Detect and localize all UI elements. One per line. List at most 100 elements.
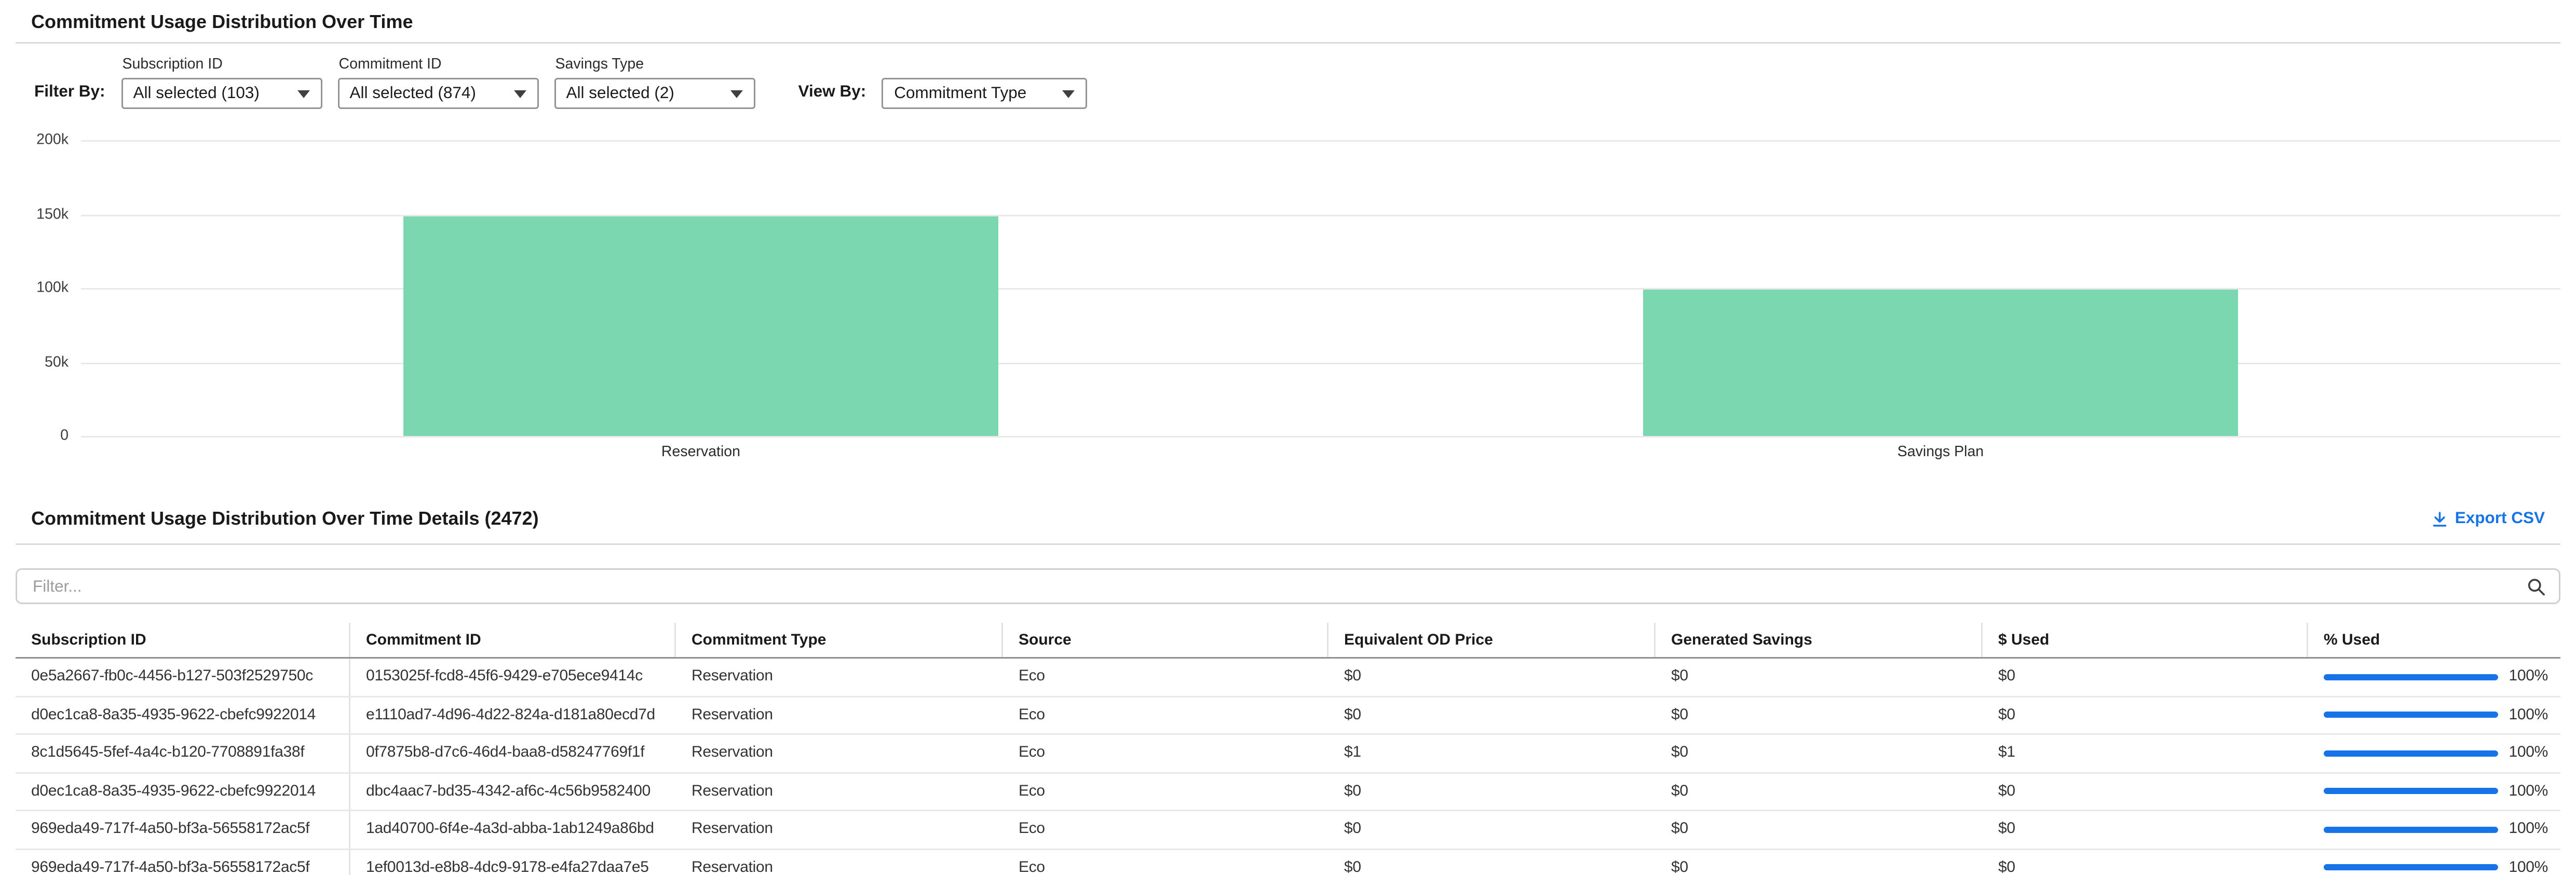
view-by-dropdown-value: Commitment Type — [894, 84, 1027, 103]
table-row[interactable]: 8c1d5645-5fef-4a4c-b120-7708891fa38f 0f7… — [16, 735, 2560, 773]
filter-bar: Filter By: Subscription ID All selected … — [31, 56, 2545, 109]
table-row[interactable]: 0e5a2667-fb0c-4456-b127-503f2529750c 015… — [16, 659, 2560, 697]
cell-equivalent-od-price: $0 — [1344, 668, 1361, 686]
cell-equivalent-od-price: $0 — [1344, 706, 1361, 724]
savings-type-dropdown-value: All selected (2) — [566, 84, 674, 103]
usage-progress-bar — [2324, 864, 2498, 871]
bar-reservation[interactable] — [403, 217, 999, 436]
cell-generated-savings: $0 — [1671, 744, 1688, 762]
col-header-dollar-used[interactable]: $ Used — [1983, 623, 2308, 657]
commitment-id-dropdown[interactable]: All selected (874) — [337, 78, 538, 109]
cell-commitment-id: 1ad40700-6f4e-4a3d-abba-1ab1249a86bd — [366, 821, 654, 838]
y-tick: 200k — [36, 131, 69, 149]
gridline — [81, 288, 2560, 290]
cell-pct-used: 100% — [2308, 659, 2560, 695]
cell-commitment-type: Reservation — [692, 744, 773, 762]
usage-progress-fill — [2324, 864, 2498, 871]
table-row[interactable]: d0ec1ca8-8a35-4935-9622-cbefc9922014 e11… — [16, 696, 2560, 735]
table-header-row: Subscription ID Commitment ID Commitment… — [16, 623, 2560, 659]
download-icon — [2433, 511, 2447, 526]
table-filter — [16, 568, 2560, 604]
cell-commitment-type: Reservation — [692, 706, 773, 724]
cell-subscription-id: d0ec1ca8-8a35-4935-9622-cbefc9922014 — [16, 773, 350, 810]
cell-dollar-used: $0 — [1998, 783, 2015, 800]
col-header-commitment-id[interactable]: Commitment ID — [350, 623, 676, 657]
search-icon — [2528, 578, 2545, 595]
cell-equivalent-od-price: $0 — [1344, 821, 1361, 838]
gridline — [81, 214, 2560, 216]
table-row[interactable]: 969eda49-717f-4a50-bf3a-56558172ac5f 1ad… — [16, 811, 2560, 850]
col-header-generated-savings[interactable]: Generated Savings — [1656, 623, 1983, 657]
chevron-down-icon — [729, 89, 742, 98]
details-title: Commitment Usage Distribution Over Time … — [31, 508, 539, 529]
chevron-down-icon — [1062, 89, 1075, 98]
savings-type-filter: Savings Type All selected (2) — [553, 56, 755, 109]
cell-dollar-used: $0 — [1998, 859, 2015, 875]
usage-progress-bar — [2324, 788, 2498, 795]
table-row[interactable]: d0ec1ca8-8a35-4935-9622-cbefc9922014 dbc… — [16, 773, 2560, 811]
commitment-id-filter-label: Commitment ID — [338, 56, 442, 73]
cell-pct-used: 100% — [2308, 850, 2560, 875]
cell-source: Eco — [1019, 821, 1045, 838]
usage-percent-label: 100% — [2509, 668, 2548, 686]
cell-pct-used: 100% — [2308, 735, 2560, 772]
col-header-subscription-id[interactable]: Subscription ID — [16, 623, 350, 657]
usage-percent-label: 100% — [2509, 706, 2548, 724]
usage-percent-label: 100% — [2509, 859, 2548, 875]
cell-commitment-id: 1ef0013d-e8b8-4dc9-9178-e4fa27daa7e5 — [366, 859, 649, 875]
cell-dollar-used: $0 — [1998, 706, 2015, 724]
table-body: 0e5a2667-fb0c-4456-b127-503f2529750c 015… — [16, 659, 2560, 875]
gridline — [81, 436, 2560, 438]
page-header: Commitment Usage Distribution Over Time — [16, 0, 2560, 44]
table-filter-input[interactable] — [16, 568, 2560, 604]
subscription-id-dropdown[interactable]: All selected (103) — [120, 78, 322, 109]
cell-generated-savings: $0 — [1671, 859, 1688, 875]
table-row[interactable]: 969eda49-717f-4a50-bf3a-56558172ac5f 1ef… — [16, 849, 2560, 875]
usage-progress-fill — [2324, 826, 2498, 833]
col-header-equivalent-od-price[interactable]: Equivalent OD Price — [1328, 623, 1656, 657]
col-header-pct-used[interactable]: % Used — [2324, 632, 2380, 649]
cell-pct-used: 100% — [2308, 811, 2560, 848]
chart-x-axis: Reservation Savings Plan — [81, 444, 2560, 461]
cell-pct-used: 100% — [2308, 773, 2560, 810]
cell-equivalent-od-price: $0 — [1344, 859, 1361, 875]
cell-equivalent-od-price: $1 — [1344, 744, 1361, 762]
cell-source: Eco — [1019, 668, 1045, 686]
gridline — [81, 362, 2560, 364]
cell-commitment-id: 0153025f-fcd8-45f6-9429-e705ece9414c — [366, 668, 643, 686]
export-csv-button[interactable]: Export CSV — [2432, 509, 2545, 528]
usage-progress-fill — [2324, 712, 2498, 718]
view-by-label: View By: — [798, 83, 866, 101]
commitment-usage-chart: 200k 150k 100k 50k 0 — [16, 132, 2560, 461]
col-header-source[interactable]: Source — [1003, 623, 1328, 657]
x-label-reservation: Reservation — [661, 444, 741, 461]
page-title: Commitment Usage Distribution Over Time — [31, 11, 413, 33]
cell-subscription-id: 0e5a2667-fb0c-4456-b127-503f2529750c — [16, 659, 350, 695]
cell-dollar-used: $1 — [1998, 744, 2015, 762]
cell-generated-savings: $0 — [1671, 706, 1688, 724]
subscription-id-dropdown-value: All selected (103) — [133, 84, 260, 103]
y-tick: 50k — [45, 353, 69, 371]
view-by-dropdown[interactable]: Commitment Type — [882, 78, 1088, 109]
cell-commitment-id: dbc4aac7-bd35-4342-af6c-4c56b9582400 — [366, 783, 651, 800]
usage-progress-fill — [2324, 788, 2498, 795]
y-tick: 100k — [36, 279, 69, 297]
details-header: Commitment Usage Distribution Over Time … — [16, 508, 2560, 545]
cell-source: Eco — [1019, 744, 1045, 762]
bar-savings-plan[interactable] — [1643, 289, 2239, 436]
col-header-commitment-type[interactable]: Commitment Type — [676, 623, 1003, 657]
chart-plot-area — [81, 140, 2560, 438]
export-csv-label: Export CSV — [2455, 509, 2545, 528]
chart-y-axis: 200k 150k 100k 50k 0 — [16, 132, 81, 445]
cell-commitment-id: e1110ad7-4d96-4d22-824a-d181a80ecd7d — [366, 706, 655, 724]
cell-dollar-used: $0 — [1998, 821, 2015, 838]
cell-commitment-type: Reservation — [692, 859, 773, 875]
chevron-down-icon — [296, 89, 309, 98]
cell-commitment-type: Reservation — [692, 821, 773, 838]
subscription-id-filter: Subscription ID All selected (103) — [120, 56, 322, 109]
usage-progress-bar — [2324, 712, 2498, 718]
savings-type-dropdown[interactable]: All selected (2) — [553, 78, 755, 109]
usage-percent-label: 100% — [2509, 744, 2548, 762]
